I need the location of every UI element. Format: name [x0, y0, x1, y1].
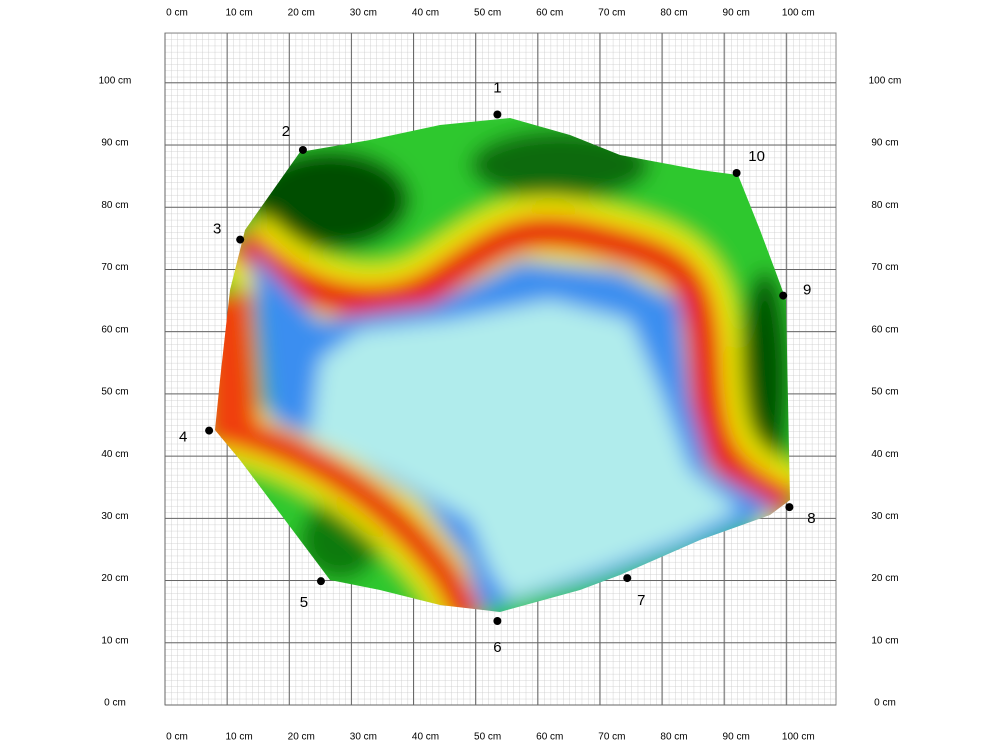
sensor-point — [732, 169, 741, 177]
point-label: 8 — [807, 510, 815, 527]
x-tick-label: 60 cm — [536, 732, 563, 742]
x-tick-label: 80 cm — [660, 732, 687, 742]
sensor-point — [785, 503, 794, 512]
x-tick-label: 100 cm — [782, 732, 815, 742]
point-label: 5 — [300, 594, 308, 611]
x-tick-label: 70 cm — [598, 8, 625, 19]
y-tick-label: 50 cm — [871, 387, 898, 398]
y-tick-label: 30 cm — [101, 511, 128, 522]
y-tick-label: 70 cm — [871, 262, 898, 273]
y-tick-label: 50 cm — [101, 387, 128, 398]
x-tick-label: 50 cm — [474, 8, 501, 19]
y-tick-label: 10 cm — [871, 635, 898, 646]
y-tick-label: 70 cm — [101, 262, 128, 273]
x-tick-label: 40 cm — [412, 8, 439, 19]
y-tick-label: 80 cm — [871, 200, 898, 211]
point-label: 1 — [493, 79, 501, 96]
point-label: 6 — [493, 639, 501, 656]
x-tick-label: 50 cm — [474, 732, 501, 742]
y-tick-label: 0 cm — [104, 698, 126, 709]
sensor-point — [779, 291, 788, 300]
y-tick-label: 90 cm — [871, 138, 898, 149]
x-tick-label: 0 cm — [166, 8, 188, 19]
y-tick-label: 0 cm — [874, 698, 896, 709]
y-tick-label: 30 cm — [871, 511, 898, 522]
sensor-point — [623, 574, 632, 583]
x-tick-label: 90 cm — [723, 8, 750, 19]
x-tick-label: 0 cm — [166, 732, 188, 742]
sensor-point — [493, 617, 502, 625]
x-tick-label: 70 cm — [598, 732, 625, 742]
sensor-point — [493, 110, 502, 119]
sensor-point — [316, 577, 325, 586]
sensor-point — [236, 235, 245, 244]
sensor-point — [298, 145, 307, 154]
point-label: 4 — [179, 429, 187, 446]
y-tick-label: 60 cm — [871, 324, 898, 335]
x-tick-label: 20 cm — [288, 732, 315, 742]
x-tick-label: 40 cm — [412, 732, 439, 742]
x-tick-label: 10 cm — [226, 732, 253, 742]
y-tick-label: 60 cm — [101, 324, 128, 335]
x-tick-label: 30 cm — [350, 8, 377, 19]
y-tick-label: 100 cm — [869, 75, 902, 86]
y-tick-label: 80 cm — [101, 200, 128, 211]
point-label: 7 — [637, 592, 645, 609]
heatmap — [215, 118, 790, 612]
x-tick-label: 60 cm — [536, 8, 563, 19]
y-tick-label: 100 cm — [99, 75, 132, 86]
point-label: 10 — [748, 148, 765, 165]
x-tick-label: 10 cm — [226, 8, 253, 19]
x-tick-label: 100 cm — [782, 8, 815, 19]
y-tick-label: 10 cm — [101, 635, 128, 646]
y-tick-label: 20 cm — [871, 573, 898, 584]
point-label: 3 — [213, 221, 221, 238]
y-tick-label: 90 cm — [101, 138, 128, 149]
y-tick-label: 20 cm — [101, 573, 128, 584]
y-tick-label: 40 cm — [871, 449, 898, 460]
sensor-point — [205, 426, 214, 435]
x-tick-label: 90 cm — [723, 732, 750, 742]
points: 1 2 3 4 5 6 7 8 9 10 — [179, 79, 816, 655]
x-tick-label: 30 cm — [350, 732, 377, 742]
y-tick-label: 40 cm — [101, 449, 128, 460]
point-label: 2 — [282, 123, 290, 140]
x-tick-label: 20 cm — [288, 8, 315, 19]
point-label: 9 — [803, 282, 811, 299]
x-tick-label: 80 cm — [660, 8, 687, 19]
